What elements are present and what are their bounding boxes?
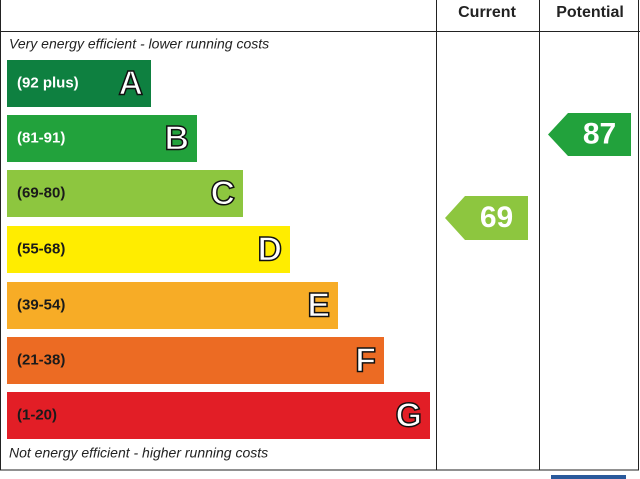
rating-value: 69 xyxy=(480,201,513,234)
band-letter: F xyxy=(355,341,376,379)
band xyxy=(7,60,151,107)
band-letter: B xyxy=(164,119,189,157)
band xyxy=(7,282,338,329)
band-range: (1-20) xyxy=(17,406,57,423)
band xyxy=(7,170,243,217)
rating-arrow xyxy=(445,196,528,240)
band-range: (92 plus) xyxy=(17,74,79,91)
decoration xyxy=(551,475,626,479)
band xyxy=(7,337,384,384)
band-range: (81-91) xyxy=(17,129,65,146)
bottom-note: Not energy efficient - higher running co… xyxy=(9,445,268,461)
rating-arrow xyxy=(548,113,631,156)
band xyxy=(7,115,197,162)
band-range: (39-54) xyxy=(17,296,65,313)
band xyxy=(7,226,290,273)
band-letter: E xyxy=(307,286,330,324)
band-range: (21-38) xyxy=(17,351,65,368)
top-note: Very energy efficient - lower running co… xyxy=(9,36,269,52)
band-letter: G xyxy=(396,396,422,434)
band-range: (69-80) xyxy=(17,184,65,201)
band-letter: D xyxy=(257,230,282,268)
band-letter: A xyxy=(118,64,143,102)
rating-value: 87 xyxy=(583,117,616,150)
header-potential: Potential xyxy=(556,4,624,21)
header-current: Current xyxy=(458,4,516,21)
band xyxy=(7,392,430,439)
band-letter: C xyxy=(210,174,235,212)
band-range: (55-68) xyxy=(17,240,65,257)
